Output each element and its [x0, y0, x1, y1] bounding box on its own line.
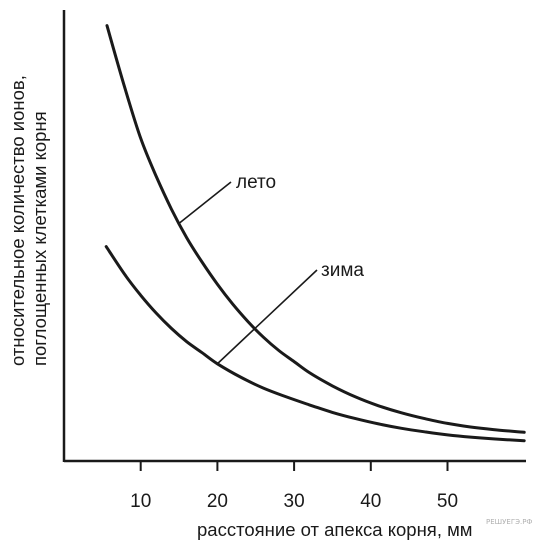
x-tick-label-40: 40	[360, 491, 381, 512]
series-label-leto: лето	[236, 172, 276, 193]
axes	[62, 10, 526, 463]
x-tick-label-50: 50	[437, 491, 458, 512]
x-tick-label-30: 30	[284, 491, 305, 512]
series-label-zima: зима	[321, 260, 364, 281]
leader-line-leto	[178, 181, 232, 225]
annotation-leaders	[178, 181, 318, 365]
y-axis-title-line-2: поглощенных клетками корня	[29, 111, 50, 366]
y-axis-title-line-1: относительное количество ионов,	[7, 75, 28, 366]
series-line-zima	[104, 245, 526, 443]
x-axis-title: расстояние от апекса корня, мм	[197, 519, 473, 540]
leader-line-zima	[216, 269, 318, 365]
y-axis-title: относительное количество ионов, поглощен…	[7, 75, 50, 366]
x-tick-label-20: 20	[207, 491, 228, 512]
watermark: РЕШУЕГЭ.РФ	[486, 518, 532, 526]
x-ticks	[139, 461, 449, 471]
series-line-leto	[105, 24, 526, 434]
x-tick-labels: 10 20 30 40 50	[130, 491, 458, 512]
series-lines	[104, 24, 526, 443]
x-tick-label-10: 10	[130, 491, 151, 512]
